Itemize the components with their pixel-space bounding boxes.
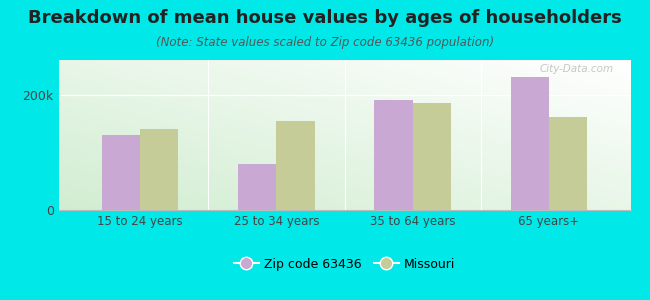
Text: Breakdown of mean house values by ages of householders: Breakdown of mean house values by ages o… xyxy=(28,9,622,27)
Legend: Zip code 63436, Missouri: Zip code 63436, Missouri xyxy=(229,253,460,276)
Text: City-Data.com: City-Data.com xyxy=(540,64,614,74)
Text: (Note: State values scaled to Zip code 63436 population): (Note: State values scaled to Zip code 6… xyxy=(156,36,494,49)
Bar xyxy=(140,129,178,210)
Bar xyxy=(239,164,276,210)
Bar xyxy=(374,100,413,210)
Bar xyxy=(511,77,549,210)
Bar xyxy=(413,103,450,210)
Bar xyxy=(102,135,140,210)
Bar xyxy=(276,121,315,210)
Bar xyxy=(549,116,587,210)
